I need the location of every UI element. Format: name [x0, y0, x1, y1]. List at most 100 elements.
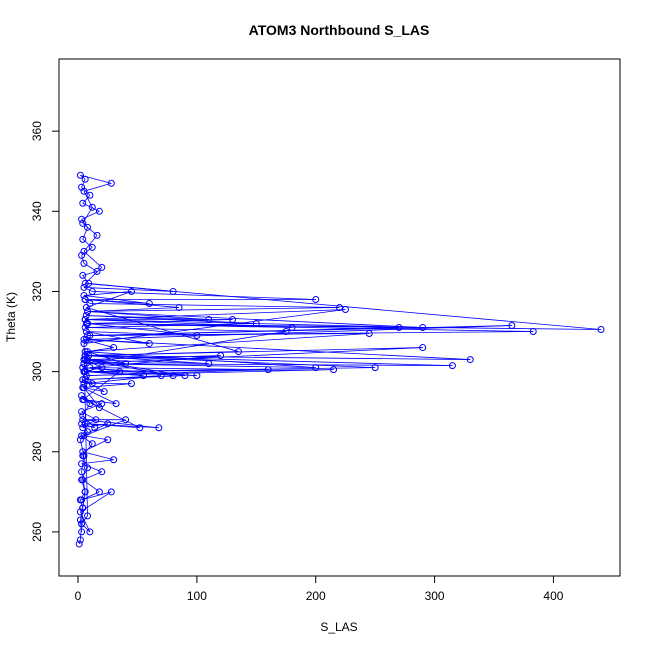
- data-point: [128, 380, 136, 388]
- data-point: [80, 380, 88, 388]
- series-line-segment: [82, 443, 93, 457]
- data-point: [312, 295, 320, 303]
- x-tick-label: 0: [75, 589, 82, 603]
- data-point: [448, 362, 456, 370]
- series-line-segment: [85, 299, 150, 304]
- series-line-segment: [81, 463, 102, 473]
- y-tick-label: 280: [30, 441, 44, 461]
- data-point: [395, 324, 403, 332]
- data-point: [597, 326, 605, 334]
- series-line-segment: [86, 307, 239, 352]
- data-point: [86, 528, 94, 536]
- series-line-segment: [86, 315, 209, 320]
- data-point: [79, 396, 87, 404]
- series-line-segment: [86, 331, 150, 344]
- data-point: [81, 279, 89, 287]
- data-point: [79, 412, 87, 420]
- series-line-segment: [89, 303, 340, 308]
- series-line-segment: [87, 359, 186, 377]
- series-line-segment: [86, 339, 471, 360]
- data-point: [91, 424, 99, 432]
- data-point: [365, 330, 373, 338]
- data-point: [139, 372, 147, 380]
- series-line-segment: [87, 327, 399, 336]
- data-point: [80, 187, 88, 195]
- data-point: [85, 352, 93, 360]
- series-line-segment: [82, 371, 120, 400]
- x-axis: 0 100 200 300 400: [75, 575, 564, 603]
- data-points: [75, 171, 605, 548]
- series-line-segment: [82, 239, 93, 248]
- data-point: [104, 420, 112, 428]
- series-line-segment: [82, 419, 159, 429]
- y-axis: 260 280 300 320 340 360: [30, 121, 60, 542]
- series-line-segment: [86, 369, 269, 377]
- data-point: [79, 235, 87, 243]
- data-point: [79, 504, 87, 512]
- series-line-segment: [83, 287, 174, 292]
- data-point: [217, 352, 225, 360]
- data-point: [93, 231, 101, 239]
- data-point: [205, 316, 213, 324]
- data-point: [84, 464, 92, 472]
- data-point: [128, 287, 136, 295]
- data-point: [288, 324, 296, 332]
- chart-title: ATOM3 Northbound S_LAS: [249, 22, 430, 38]
- data-point: [78, 460, 86, 468]
- data-point: [76, 496, 84, 504]
- data-point: [234, 348, 242, 356]
- data-point: [78, 520, 86, 528]
- data-point: [88, 243, 96, 251]
- series-line-segment: [83, 251, 103, 268]
- series-line-segment: [81, 255, 85, 264]
- series-line-segment: [83, 387, 100, 408]
- series-line-segment: [83, 331, 287, 364]
- series-line-segment: [82, 455, 88, 468]
- data-point: [80, 360, 88, 368]
- series-line-segment: [85, 351, 239, 356]
- data-point: [85, 279, 93, 287]
- data-point: [82, 328, 90, 336]
- y-tick-label: 340: [30, 201, 44, 221]
- data-point: [80, 340, 88, 348]
- series-line-segment: [82, 194, 91, 204]
- series-line-segment: [85, 375, 162, 381]
- data-point: [79, 199, 87, 207]
- data-point: [80, 259, 88, 267]
- data-point: [330, 366, 338, 374]
- data-point: [80, 368, 88, 376]
- data-point: [92, 416, 100, 424]
- series-line-segment: [81, 523, 91, 533]
- data-point: [79, 219, 87, 227]
- series-line-segment: [85, 355, 209, 364]
- data-point: [81, 352, 89, 360]
- data-point: [80, 291, 88, 299]
- data-point: [79, 452, 87, 460]
- data-point: [78, 408, 86, 416]
- series-line-segment: [81, 459, 114, 465]
- data-point: [175, 303, 183, 311]
- data-point: [81, 295, 89, 303]
- data-point: [78, 528, 86, 536]
- data-point: [81, 324, 89, 332]
- data-point: [79, 448, 87, 456]
- series-line-segment: [87, 307, 180, 312]
- data-point: [79, 271, 87, 279]
- series-line-segment: [79, 519, 82, 532]
- series-line-segment: [85, 283, 602, 330]
- data-point: [88, 203, 96, 211]
- series-line-segment: [86, 291, 132, 308]
- data-lines: [78, 174, 602, 545]
- data-point: [116, 368, 124, 376]
- series-line-segment: [86, 323, 399, 328]
- y-tick-label: 260: [30, 522, 44, 542]
- data-point: [84, 307, 92, 315]
- data-point: [81, 316, 89, 324]
- series-line-segment: [87, 311, 423, 328]
- data-point: [80, 247, 88, 255]
- series-line-segment: [85, 323, 257, 328]
- data-point: [98, 400, 106, 408]
- data-point: [205, 360, 213, 368]
- data-point: [95, 488, 103, 496]
- x-tick-label: 400: [543, 589, 563, 603]
